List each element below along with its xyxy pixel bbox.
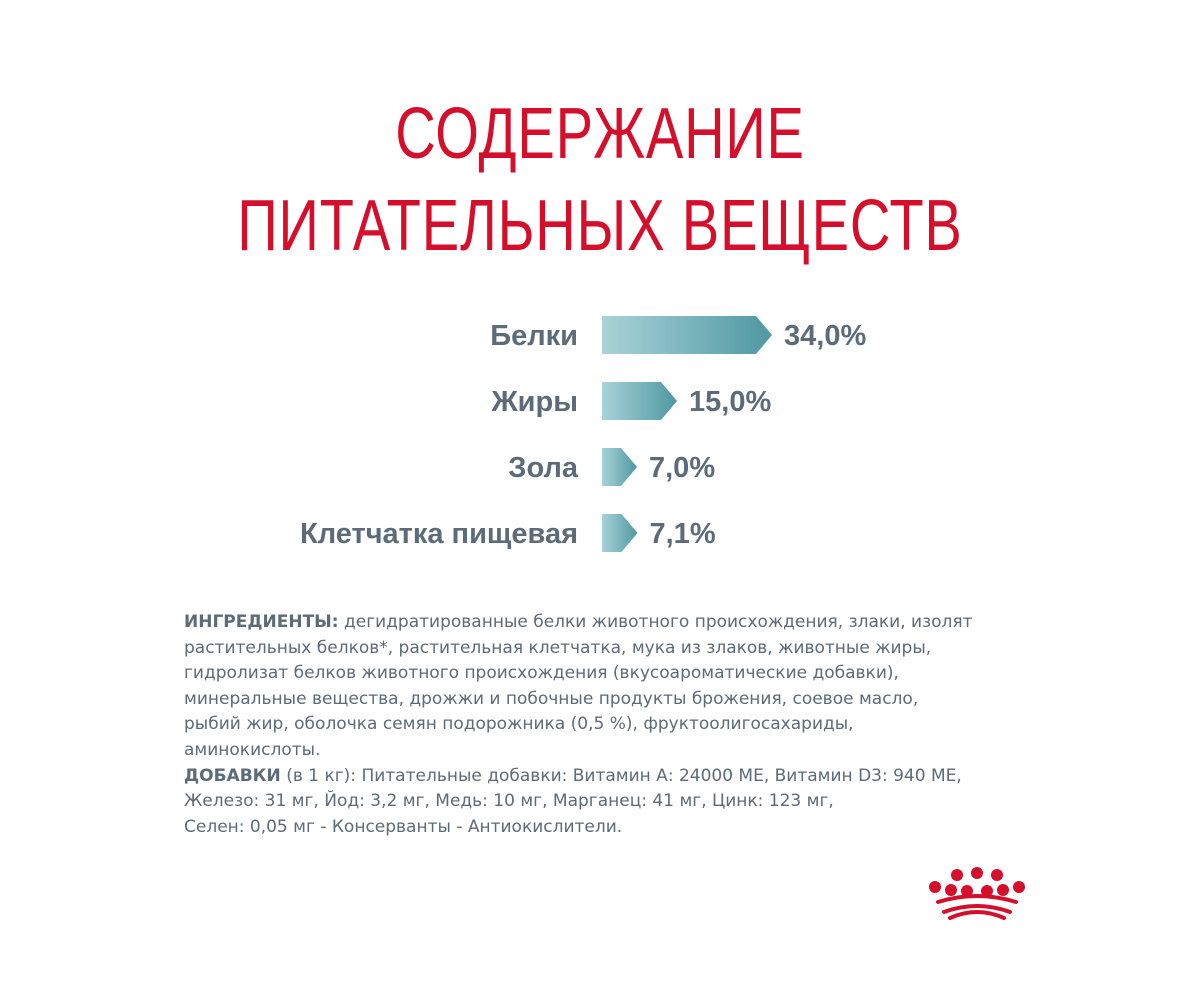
value-label-3: 7,0%: [649, 452, 715, 484]
category-label-4: Клетчатка пищевая: [300, 518, 578, 550]
bar-2: [602, 382, 677, 420]
ingredients-heading: ИНГРЕДИЕНТЫ:: [184, 612, 339, 632]
ingredients-text: дегидратированные белки животного происх…: [184, 612, 973, 760]
additives-text: (в 1 кг): Питательные добавки: Витамин А…: [184, 765, 962, 837]
ingredients-block: ИНГРЕДИЕНТЫ: дегидратированные белки жив…: [184, 610, 1034, 840]
value-label-2: 15,0%: [689, 386, 771, 418]
value-label-4: 7,1%: [650, 518, 716, 550]
bar-3: [602, 448, 637, 486]
crown-icon: [929, 867, 1025, 920]
title-line-1: СОДЕРЖАНИЕ: [395, 94, 805, 174]
bar-1: [602, 316, 772, 354]
page-title: СОДЕРЖАНИЕ ПИТАТЕЛЬНЫХ ВЕЩЕСТВ: [132, 88, 1068, 272]
bar-4: [602, 514, 638, 552]
additives-heading: ДОБАВКИ: [184, 765, 281, 786]
title-line-2: ПИТАТЕЛЬНЫХ ВЕЩЕСТВ: [237, 186, 963, 266]
category-label-2: Жиры: [490, 386, 578, 418]
nutrient-bar-chart: Белки 34,0% Жиры 15,0% Зола 7,0% Клетчатка пищ…: [300, 316, 866, 552]
value-label-1: 34,0%: [784, 320, 866, 352]
category-label-3: Зола: [508, 452, 579, 484]
category-label-1: Белки: [490, 320, 578, 352]
